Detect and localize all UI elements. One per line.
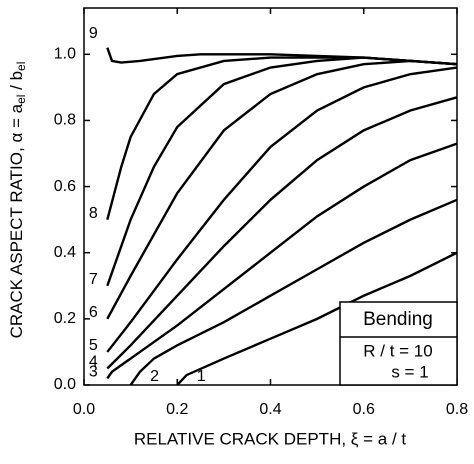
x-tick-label: 0.4 bbox=[259, 401, 281, 418]
curve-label: 7 bbox=[89, 271, 98, 288]
curve bbox=[106, 96, 458, 370]
y-tick-label: 0.0 bbox=[54, 376, 76, 393]
y-label-part: CRACK ASPECT RATIO, α = a bbox=[7, 103, 26, 338]
curve-label: 4 bbox=[89, 354, 98, 371]
curve bbox=[176, 251, 458, 386]
curve-label: 8 bbox=[89, 205, 98, 222]
legend-box: Bending R / t = 10 s = 1 bbox=[339, 301, 458, 386]
curve-label: 1 bbox=[197, 368, 206, 385]
legend-text: R / t = 10 bbox=[363, 341, 432, 360]
y-label-part: / b bbox=[7, 71, 26, 95]
curve-label: 3 bbox=[89, 364, 98, 381]
y-tick-label: 0.2 bbox=[54, 310, 76, 327]
curve-label: 2 bbox=[150, 368, 159, 385]
y-label-sub: el bbox=[14, 95, 28, 104]
curve bbox=[129, 198, 458, 386]
y-tick-label: 1.0 bbox=[54, 46, 76, 63]
x-tick-label: 0.0 bbox=[73, 401, 95, 418]
curve bbox=[106, 59, 458, 320]
x-tick-label: 0.8 bbox=[446, 401, 468, 418]
x-axis-label: RELATIVE CRACK DEPTH, ξ = a / t bbox=[134, 429, 407, 448]
y-tick-label: 0.4 bbox=[54, 244, 76, 261]
y-axis-label: CRACK ASPECT RATIO, α = ael / bel bbox=[7, 62, 28, 339]
curve bbox=[106, 66, 458, 353]
legend-frame bbox=[339, 301, 458, 386]
curve-label: 5 bbox=[89, 337, 98, 354]
curve bbox=[106, 142, 458, 380]
x-tick-label: 0.2 bbox=[166, 401, 188, 418]
x-tick-label: 0.6 bbox=[353, 401, 375, 418]
y-tick-label: 0.8 bbox=[54, 112, 76, 129]
y-tick-label: 0.6 bbox=[54, 178, 76, 195]
y-label-sub: el bbox=[14, 62, 28, 71]
legend-text: s = 1 bbox=[391, 362, 428, 381]
curve bbox=[106, 56, 458, 287]
curve-label: 6 bbox=[89, 304, 98, 321]
curve bbox=[106, 47, 458, 66]
legend-title: Bending bbox=[363, 309, 433, 330]
curve-label: 9 bbox=[89, 25, 98, 42]
